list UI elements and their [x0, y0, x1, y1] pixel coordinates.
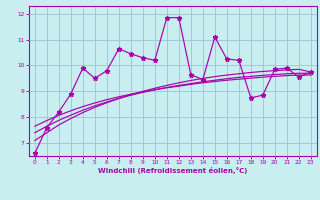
X-axis label: Windchill (Refroidissement éolien,°C): Windchill (Refroidissement éolien,°C) — [98, 167, 247, 174]
